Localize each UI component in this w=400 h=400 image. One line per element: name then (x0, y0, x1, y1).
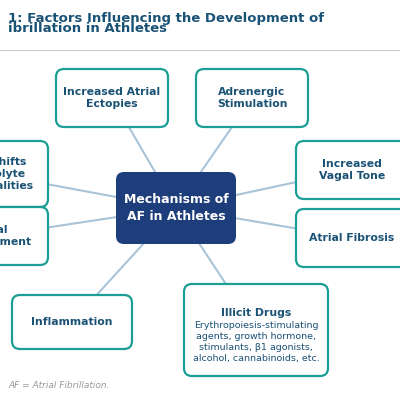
Text: AF = Atrial Fibrillation.: AF = Atrial Fibrillation. (8, 381, 110, 390)
FancyBboxPatch shape (12, 295, 132, 349)
FancyBboxPatch shape (56, 69, 168, 127)
Text: Increased
Vagal Tone: Increased Vagal Tone (319, 159, 385, 181)
Text: Atrial Fibrosis: Atrial Fibrosis (309, 233, 395, 243)
Text: 1: Factors Influencing the Development of: 1: Factors Influencing the Development o… (8, 12, 324, 25)
FancyBboxPatch shape (296, 141, 400, 199)
FancyBboxPatch shape (0, 141, 48, 207)
Text: Erythropoiesis-stimulating
agents, growth hormone,
stimulants, β1 agonists,
alco: Erythropoiesis-stimulating agents, growt… (193, 321, 319, 363)
Text: Mechanisms of
AF in Athletes: Mechanisms of AF in Athletes (124, 193, 228, 223)
Text: Adrenergic
Stimulation: Adrenergic Stimulation (217, 87, 287, 109)
FancyBboxPatch shape (116, 172, 236, 244)
FancyBboxPatch shape (296, 209, 400, 267)
Text: Illicit Drugs: Illicit Drugs (221, 308, 291, 318)
Text: Atrial
Enlargement: Atrial Enlargement (0, 225, 31, 247)
Text: Inflammation: Inflammation (31, 317, 113, 327)
FancyBboxPatch shape (0, 207, 48, 265)
FancyBboxPatch shape (184, 284, 328, 376)
Text: ibrillation in Athletes: ibrillation in Athletes (8, 22, 167, 35)
Text: Fluid Shifts
Electrolyte
Abnormalities: Fluid Shifts Electrolyte Abnormalities (0, 157, 34, 192)
FancyBboxPatch shape (196, 69, 308, 127)
Text: Increased Atrial
Ectopies: Increased Atrial Ectopies (64, 87, 160, 109)
